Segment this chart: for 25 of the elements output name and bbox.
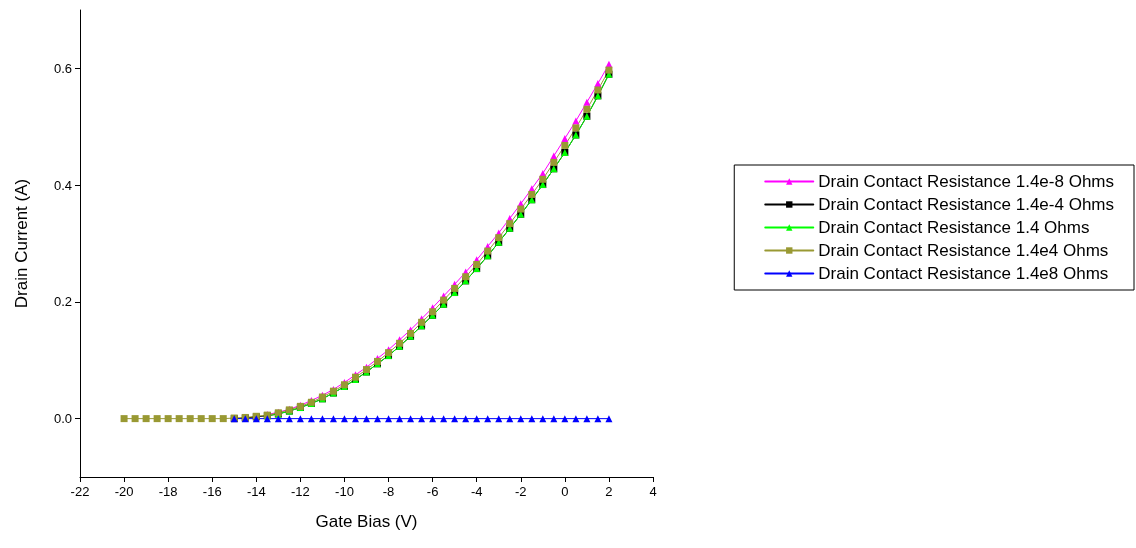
x-tick-label: -10 <box>335 484 354 499</box>
x-tick-label: -22 <box>70 484 90 499</box>
legend-label: Drain Contact Resistance 1.4 Ohms <box>818 218 1090 237</box>
x-tick-label: -12 <box>290 484 310 499</box>
y-tick-label: 0.0 <box>53 411 72 427</box>
x-tick-label: 4 <box>649 484 657 499</box>
x-tick-label: 2 <box>605 484 613 499</box>
y-tick-label: 0.4 <box>53 177 72 193</box>
legend-label: Drain Contact Resistance 1.4e-8 Ohms <box>818 172 1115 191</box>
x-tick-label: -16 <box>202 484 222 499</box>
x-tick-label: -4 <box>470 484 483 499</box>
legend-label: Drain Contact Resistance 1.4e4 Ohms <box>818 241 1109 260</box>
x-tick-label: 0 <box>561 484 569 499</box>
x-tick-label: -18 <box>158 484 178 499</box>
y-tick-label: 0.2 <box>53 294 72 310</box>
x-tick-label: -14 <box>246 484 266 499</box>
legend-label: Drain Contact Resistance 1.4e8 Ohms <box>818 264 1109 283</box>
x-tick-label: -2 <box>514 484 527 499</box>
y-axis-title: Drain Current (A) <box>12 178 31 309</box>
y-tick-label: 0.6 <box>53 60 72 76</box>
x-tick-label: -20 <box>114 484 134 499</box>
legend-label: Drain Contact Resistance 1.4e-4 Ohms <box>818 195 1115 214</box>
x-axis-title: Gate Bias (V) <box>315 512 418 531</box>
x-tick-label: -8 <box>382 484 395 499</box>
x-tick-label: -6 <box>426 484 439 499</box>
